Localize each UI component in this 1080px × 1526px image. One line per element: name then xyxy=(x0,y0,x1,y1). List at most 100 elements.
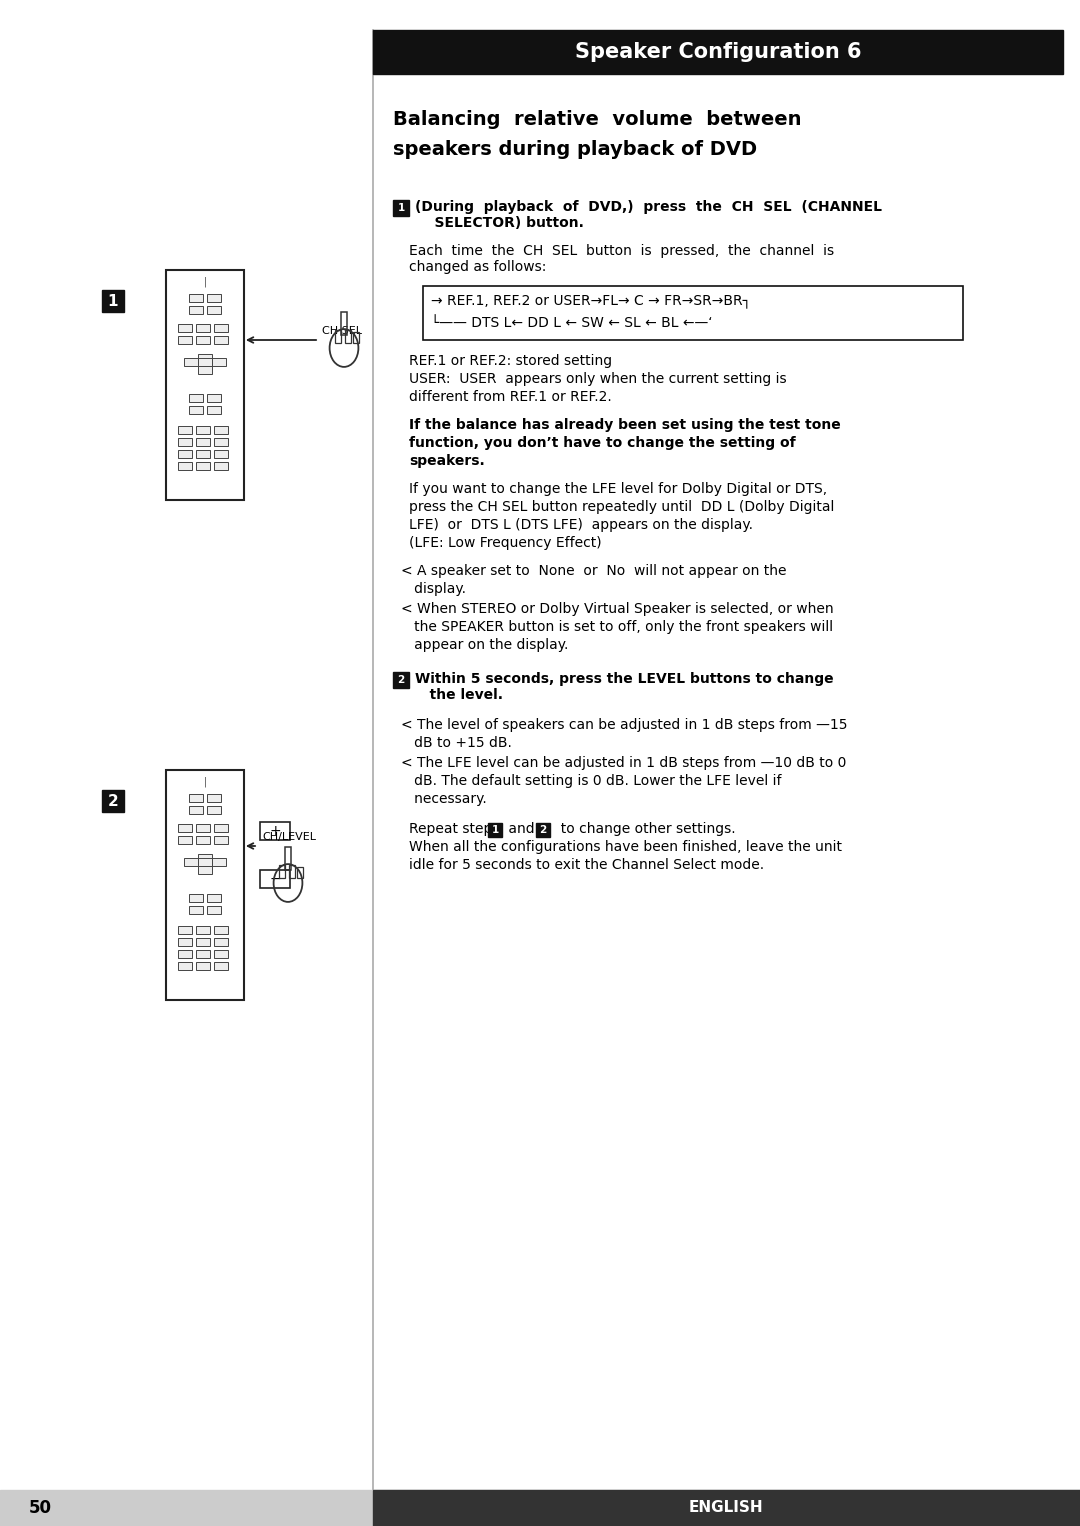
Bar xyxy=(195,824,210,832)
Bar xyxy=(166,771,244,1000)
Text: └—— DTS L← DD L ← SW ← SL ← BL ←—‘: └—— DTS L← DD L ← SW ← SL ← BL ←—‘ xyxy=(431,316,713,330)
Text: → REF.1, REF.2 or USER→FL→ C → FR→SR→BR┐: → REF.1, REF.2 or USER→FL→ C → FR→SR→BR┐ xyxy=(431,295,751,308)
Text: If the balance has already been set using the test tone: If the balance has already been set usin… xyxy=(409,418,840,432)
Bar xyxy=(214,450,228,458)
Text: Balancing  relative  volume  between: Balancing relative volume between xyxy=(393,110,801,130)
Bar xyxy=(198,366,212,374)
Text: changed as follows:: changed as follows: xyxy=(409,259,546,275)
Bar xyxy=(214,324,228,333)
Bar xyxy=(195,951,210,958)
Bar xyxy=(214,938,228,946)
Text: the level.: the level. xyxy=(415,688,503,702)
Bar xyxy=(178,836,192,844)
Text: appear on the display.: appear on the display. xyxy=(401,638,568,652)
Bar xyxy=(178,324,192,333)
Text: the SPEAKER button is set to off, only the front speakers will: the SPEAKER button is set to off, only t… xyxy=(401,620,833,633)
Bar xyxy=(207,406,221,414)
Bar xyxy=(297,867,302,877)
Bar xyxy=(336,330,341,343)
Bar xyxy=(260,870,291,888)
Bar xyxy=(341,311,347,336)
Text: < A speaker set to  None  or  No  will not appear on the: < A speaker set to None or No will not a… xyxy=(401,565,786,578)
Bar xyxy=(195,450,210,458)
Text: different from REF.1 or REF.2.: different from REF.1 or REF.2. xyxy=(409,391,611,404)
Text: (During  playback  of  DVD,)  press  the  CH  SEL  (CHANNEL: (During playback of DVD,) press the CH S… xyxy=(415,200,882,214)
Bar xyxy=(214,824,228,832)
Bar xyxy=(195,926,210,934)
Bar xyxy=(195,961,210,971)
Text: SELECTOR) button.: SELECTOR) button. xyxy=(415,217,584,230)
Bar xyxy=(184,359,198,366)
Bar xyxy=(178,926,192,934)
Bar xyxy=(195,938,210,946)
Text: Within 5 seconds, press the LEVEL buttons to change: Within 5 seconds, press the LEVEL button… xyxy=(415,671,834,687)
Bar xyxy=(189,295,203,302)
Text: < The LFE level can be adjusted in 1 dB steps from —10 dB to 0: < The LFE level can be adjusted in 1 dB … xyxy=(401,755,847,771)
Bar xyxy=(214,462,228,470)
Text: CH SEL: CH SEL xyxy=(322,327,362,336)
Bar xyxy=(102,790,124,812)
Text: 1: 1 xyxy=(108,293,118,308)
Bar xyxy=(198,865,212,874)
Bar xyxy=(189,806,203,813)
Bar xyxy=(198,855,212,862)
Text: −: − xyxy=(269,871,281,887)
Bar xyxy=(373,1489,1080,1526)
Bar xyxy=(178,961,192,971)
Bar xyxy=(214,438,228,446)
Text: dB to +15 dB.: dB to +15 dB. xyxy=(401,736,512,749)
Bar xyxy=(207,906,221,914)
Bar xyxy=(178,824,192,832)
Bar xyxy=(189,906,203,914)
Text: USER:  USER  appears only when the current setting is: USER: USER appears only when the current… xyxy=(409,372,786,386)
Bar xyxy=(189,307,203,314)
Text: Repeat step: Repeat step xyxy=(409,823,492,836)
Text: When all the configurations have been finished, leave the unit: When all the configurations have been fi… xyxy=(409,839,842,855)
Bar xyxy=(178,951,192,958)
Bar xyxy=(189,794,203,803)
Text: function, you don’t have to change the setting of: function, you don’t have to change the s… xyxy=(409,436,796,450)
Text: speakers during playback of DVD: speakers during playback of DVD xyxy=(393,140,757,159)
Bar xyxy=(393,671,409,688)
Bar xyxy=(184,858,198,865)
Bar xyxy=(195,438,210,446)
Text: to change other settings.: to change other settings. xyxy=(552,823,735,836)
Bar xyxy=(285,847,292,870)
Text: 1: 1 xyxy=(491,826,499,835)
Bar xyxy=(373,31,1063,73)
Text: 2: 2 xyxy=(108,794,119,809)
Text: display.: display. xyxy=(401,581,465,597)
Bar xyxy=(178,426,192,433)
Bar xyxy=(178,938,192,946)
Bar xyxy=(198,858,212,865)
Bar xyxy=(189,894,203,902)
Text: REF.1 or REF.2: stored setting: REF.1 or REF.2: stored setting xyxy=(409,354,612,368)
Bar xyxy=(198,354,212,362)
Bar xyxy=(214,426,228,433)
Bar xyxy=(207,894,221,902)
Bar xyxy=(195,324,210,333)
Text: (LFE: Low Frequency Effect): (LFE: Low Frequency Effect) xyxy=(409,536,602,549)
Bar xyxy=(198,359,212,366)
Text: press the CH SEL button repeatedly until  DD L (Dolby Digital: press the CH SEL button repeatedly until… xyxy=(409,501,835,514)
Bar xyxy=(393,200,409,217)
Bar xyxy=(207,806,221,813)
Bar xyxy=(212,858,226,865)
Bar xyxy=(214,926,228,934)
Bar xyxy=(207,307,221,314)
Text: ENGLISH: ENGLISH xyxy=(689,1500,764,1515)
Text: < The level of speakers can be adjusted in 1 dB steps from —15: < The level of speakers can be adjusted … xyxy=(401,719,848,732)
Text: dB. The default setting is 0 dB. Lower the LFE level if: dB. The default setting is 0 dB. Lower t… xyxy=(401,774,782,787)
Bar xyxy=(212,359,226,366)
Text: < When STEREO or Dolby Virtual Speaker is selected, or when: < When STEREO or Dolby Virtual Speaker i… xyxy=(401,601,834,617)
Text: speakers.: speakers. xyxy=(409,455,485,468)
Bar xyxy=(189,394,203,401)
Text: 1: 1 xyxy=(397,203,405,214)
Text: 2: 2 xyxy=(397,674,405,685)
Text: Speaker Configuration 6: Speaker Configuration 6 xyxy=(575,43,861,63)
Bar xyxy=(189,406,203,414)
Text: LFE)  or  DTS L (DTS LFE)  appears on the display.: LFE) or DTS L (DTS LFE) appears on the d… xyxy=(409,517,753,533)
Text: necessary.: necessary. xyxy=(401,792,487,806)
Text: 50: 50 xyxy=(28,1499,52,1517)
Bar xyxy=(289,865,295,877)
